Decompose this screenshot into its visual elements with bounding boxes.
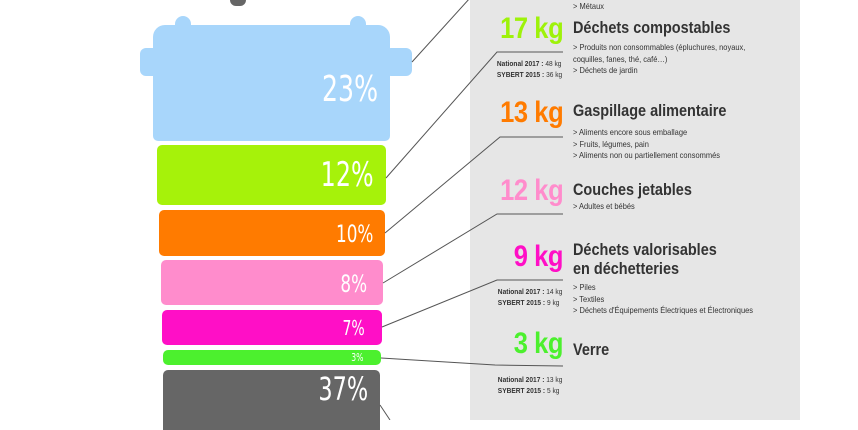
- info-panel: [470, 0, 800, 420]
- category-desc: > Adultes et bébés: [573, 201, 635, 213]
- sybert-value: 36 kg: [545, 70, 562, 79]
- metaux-text: > Métaux: [573, 1, 604, 11]
- percent-label: 37%: [318, 370, 368, 408]
- connector-line: [379, 404, 391, 420]
- stats: National 2017 : 14 kg SYBERT 2015 : 9 kg: [497, 286, 562, 308]
- category-title: Déchets valorisables en déchetteries: [573, 240, 717, 278]
- national-value: 14 kg: [545, 287, 562, 296]
- sybert-label: SYBERT 2015 :: [497, 386, 545, 395]
- kg-value: 9 kg: [513, 240, 564, 273]
- desc-line: > Aliments non ou partiellement consommé…: [573, 150, 720, 160]
- percent-label: 12%: [321, 155, 374, 195]
- national-label: National 2017 :: [496, 59, 544, 68]
- category-title: Verre: [573, 340, 610, 359]
- sybert-value: 5 kg: [546, 386, 560, 395]
- desc-line: > Produits non consommables (épluchures,…: [573, 42, 746, 52]
- segment-glass: 3%: [163, 350, 381, 365]
- desc-line: > Adultes et bébés: [573, 201, 635, 211]
- segment-food-waste: 10%: [159, 210, 385, 256]
- kg-value: 13 kg: [499, 96, 564, 129]
- kg-value: 17 kg: [499, 12, 564, 45]
- sybert-label: SYBERT 2015 :: [496, 70, 545, 79]
- connector-line: [385, 51, 563, 179]
- connector-lines: [379, 0, 564, 420]
- desc-line: > Déchets de jardin: [573, 65, 638, 75]
- category-desc: > Produits non consommables (épluchures,…: [573, 42, 745, 77]
- desc-line: > Fruits, légumes, pain: [573, 138, 649, 149]
- segment-compostables: 12%: [157, 145, 386, 205]
- kg-value: 3 kg: [513, 327, 564, 360]
- connector-line: [411, 0, 469, 63]
- desc-line: > Aliments encore sous emballage: [573, 127, 688, 137]
- category-title: Déchets compostables: [573, 18, 731, 37]
- category-desc: > Piles > Textiles > Déchets d'Équipemen…: [573, 282, 753, 317]
- connector-line: [384, 136, 563, 234]
- national-value: 13 kg: [545, 375, 562, 384]
- percent-label: 7%: [342, 316, 365, 340]
- segment-recyclables: 23%: [153, 25, 390, 141]
- segment-diapers: 8%: [161, 260, 383, 305]
- bin-handle: [230, 0, 246, 6]
- category-title: Gaspillage alimentaire: [573, 101, 727, 120]
- desc-line: coquilles, fanes, thé, café…): [573, 53, 668, 64]
- national-label: National 2017 :: [497, 375, 545, 384]
- percent-label: 3%: [350, 351, 363, 364]
- connector-line: [382, 213, 563, 284]
- title-line: Déchets valorisables: [573, 240, 717, 259]
- percent-label: 8%: [340, 270, 367, 298]
- kg-value: 12 kg: [499, 174, 564, 207]
- connector-line: [380, 357, 564, 367]
- desc-line: > Piles: [573, 282, 596, 292]
- percent-label: 10%: [335, 220, 373, 248]
- sybert-label: SYBERT 2015 :: [497, 298, 545, 307]
- percent-label: 23%: [321, 69, 378, 110]
- national-label: National 2017 :: [497, 287, 545, 296]
- category-desc: > Aliments encore sous emballage > Fruit…: [573, 127, 720, 162]
- title-line: en déchetteries: [573, 259, 680, 278]
- connector-line: [381, 279, 563, 328]
- national-value: 48 kg: [545, 59, 562, 68]
- stats: National 2017 : 48 kg SYBERT 2015 : 36 k…: [497, 58, 562, 80]
- desc-line: > Déchets d'Équipements Électriques et É…: [573, 305, 754, 315]
- category-title: Couches jetables: [573, 180, 692, 199]
- sybert-value: 9 kg: [546, 298, 560, 307]
- segment-recoverable: 7%: [162, 310, 382, 345]
- stats: National 2017 : 13 kg SYBERT 2015 : 5 kg: [497, 374, 562, 396]
- desc-line: > Textiles: [573, 293, 605, 304]
